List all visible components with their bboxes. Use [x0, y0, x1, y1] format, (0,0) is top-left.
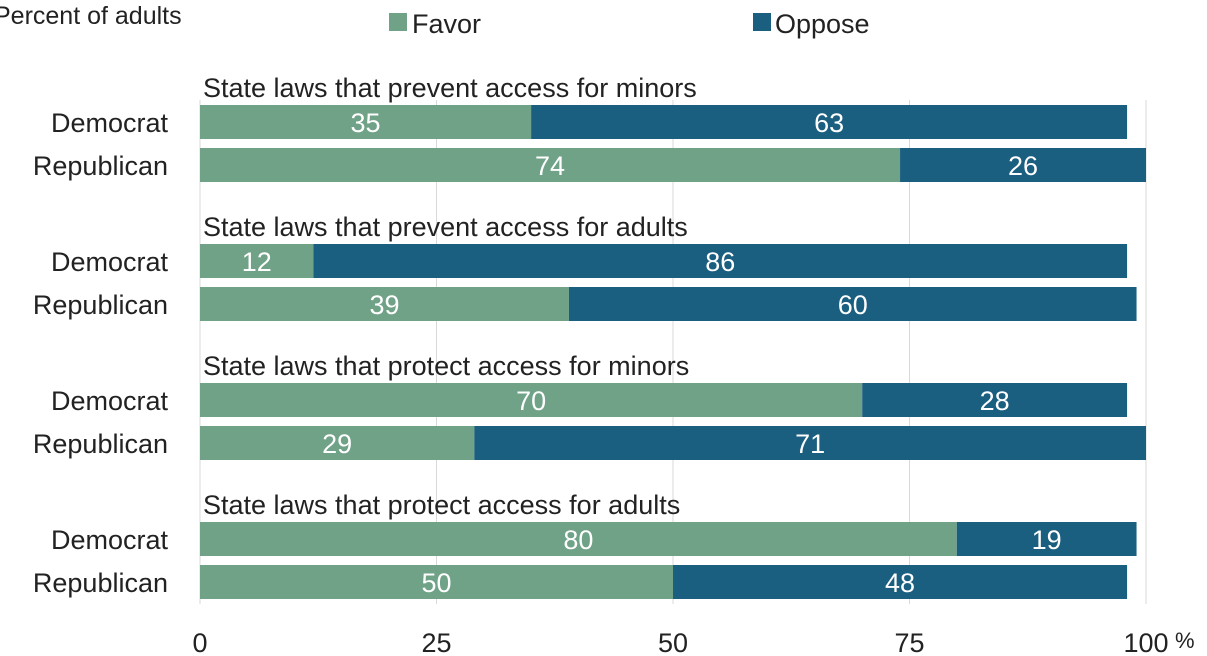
- data-label-favor: 50: [421, 568, 451, 598]
- bar-favor: [200, 287, 569, 321]
- category-label: Republican: [33, 290, 168, 320]
- bar-oppose: [956, 522, 1137, 556]
- bar-oppose: [900, 148, 1146, 182]
- group-title: State laws that prevent access for minor…: [203, 73, 697, 103]
- x-tick-label: 75: [894, 628, 924, 656]
- data-label-favor: 29: [322, 429, 352, 459]
- data-label-favor: 39: [369, 290, 399, 320]
- bar-oppose: [862, 383, 1128, 417]
- bar-favor: [200, 522, 957, 556]
- bar-oppose: [568, 287, 1137, 321]
- bar-favor: [200, 105, 532, 139]
- legend-favor-label: Favor: [412, 9, 481, 39]
- group-title: State laws that prevent access for adult…: [203, 212, 688, 242]
- data-label-favor: 80: [563, 525, 593, 555]
- bar-oppose: [474, 426, 1147, 460]
- legend-oppose-swatch: [753, 13, 771, 31]
- grid-layer: [199, 100, 1147, 604]
- bar-layer: [200, 105, 1147, 599]
- data-label-oppose: 71: [795, 429, 825, 459]
- category-label: Republican: [33, 151, 168, 181]
- category-label: Democrat: [51, 108, 169, 138]
- category-label: Republican: [33, 429, 168, 459]
- data-label-favor: 12: [242, 247, 272, 277]
- category-label: Democrat: [51, 386, 169, 416]
- bar-favor: [200, 565, 673, 599]
- legend-favor-swatch: [389, 13, 407, 31]
- data-label-oppose: 63: [814, 108, 844, 138]
- bar-oppose: [531, 105, 1128, 139]
- data-label-oppose: 28: [980, 386, 1010, 416]
- x-tick-label: 0: [192, 628, 207, 656]
- group-title: State laws that protect access for adult…: [203, 490, 680, 520]
- group-title: State laws that protect access for minor…: [203, 351, 689, 381]
- data-label-oppose: 19: [1032, 525, 1062, 555]
- bar-favor: [200, 244, 314, 278]
- category-label: Democrat: [51, 247, 169, 277]
- bar-favor: [200, 383, 863, 417]
- data-label-favor: 74: [535, 151, 565, 181]
- bar-oppose: [313, 244, 1128, 278]
- data-label-favor: 35: [351, 108, 381, 138]
- x-tick-label: 25: [421, 628, 451, 656]
- bar-oppose: [673, 565, 1128, 599]
- bar-favor: [200, 148, 901, 182]
- x-axis-unit: %: [1175, 628, 1195, 653]
- category-label: Democrat: [51, 525, 169, 555]
- category-label: Republican: [33, 568, 168, 598]
- legend-oppose-label: Oppose: [775, 9, 870, 39]
- data-label-oppose: 26: [1008, 151, 1038, 181]
- x-tick-label: 50: [658, 628, 688, 656]
- data-label-oppose: 86: [705, 247, 735, 277]
- chart-subtitle: Percent of adults: [0, 2, 182, 30]
- data-label-oppose: 48: [885, 568, 915, 598]
- data-label-favor: 70: [516, 386, 546, 416]
- data-label-oppose: 60: [838, 290, 868, 320]
- x-tick-label: 100: [1123, 628, 1168, 656]
- bar-favor: [200, 426, 475, 460]
